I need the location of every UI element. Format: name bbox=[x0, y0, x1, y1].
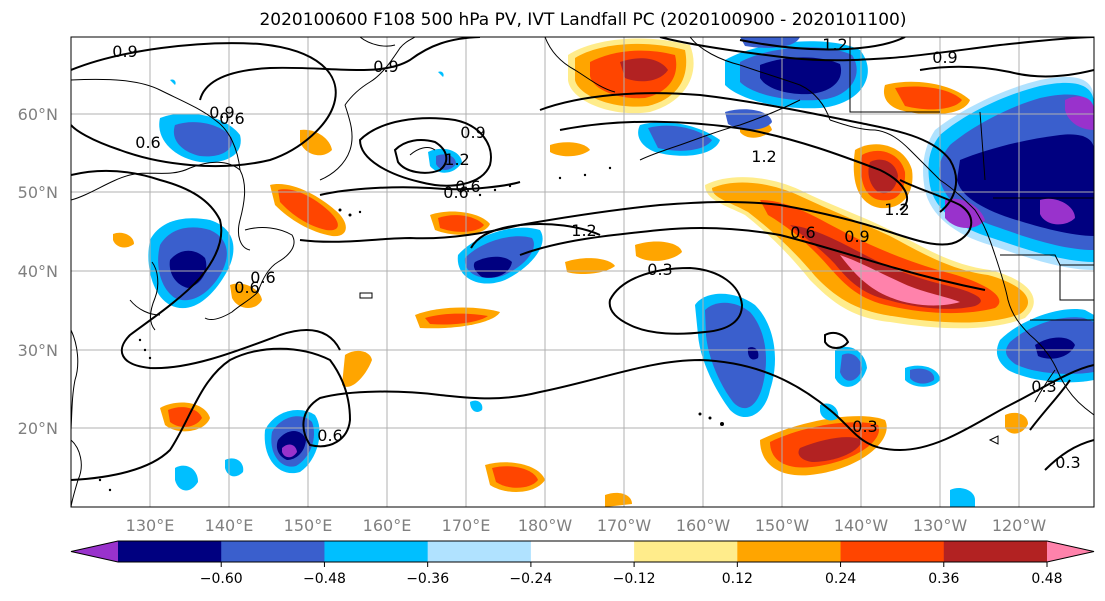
colorbar-tick-label: 0.36 bbox=[928, 571, 959, 587]
colorbar-tick-label: −0.12 bbox=[613, 571, 656, 587]
lat-label: 30°N bbox=[18, 341, 58, 360]
colorbar: −0.60 −0.48 −0.36 −0.24 −0.12 0.12 0.24 0.36 0.4… bbox=[70, 540, 1095, 587]
contour-label: 0.3 bbox=[1031, 377, 1056, 396]
latitude-labels: 60°N 50°N 40°N 30°N 20°N bbox=[18, 105, 58, 438]
contour-label: 0.9 bbox=[932, 48, 957, 67]
contour-label: 0.6 bbox=[135, 133, 160, 152]
contour-labels: 0.9 0.9 1.2 0.9 0.9 0.6 1.2 0.9 1.2 0.6 … bbox=[112, 35, 1080, 472]
colorbar-swatch bbox=[324, 541, 429, 562]
contour-label: 0.6 bbox=[317, 426, 342, 445]
lat-label: 60°N bbox=[18, 105, 58, 124]
contour-label: 1.2 bbox=[822, 35, 847, 54]
contour-label: 0.9 bbox=[112, 42, 137, 61]
contour-label: 0.6 bbox=[219, 109, 244, 128]
contour-label: 0.6 bbox=[790, 223, 815, 242]
graticule bbox=[71, 37, 1094, 507]
contour-label: 0.9 bbox=[373, 57, 398, 76]
colorbar-tick-label: −0.48 bbox=[303, 571, 346, 587]
contour-label: 0.9 bbox=[844, 227, 869, 246]
map-title: 2020100600 F108 500 hPa PV, IVT Landfall… bbox=[259, 10, 906, 30]
lon-label: 140°E bbox=[205, 516, 254, 535]
colorbar-swatch bbox=[737, 541, 842, 562]
lat-label: 20°N bbox=[18, 419, 58, 438]
lon-label: 150°E bbox=[284, 516, 333, 535]
colorbar-tick-label: −0.36 bbox=[406, 571, 449, 587]
colorbar-swatch bbox=[634, 541, 738, 562]
colorbar-outline bbox=[70, 540, 1095, 563]
colorbar-tick-label: −0.24 bbox=[509, 571, 552, 587]
colorbar-tick-label: −0.60 bbox=[200, 571, 243, 587]
colorbar-swatch bbox=[943, 541, 1048, 562]
contour-label: 0.9 bbox=[460, 123, 485, 142]
colorbar-swatch bbox=[427, 541, 532, 562]
colorbar-tick-label: 0.48 bbox=[1031, 571, 1062, 587]
contour-label: 0.3 bbox=[852, 417, 877, 436]
lon-label: 180°W bbox=[518, 516, 573, 535]
colorbar-swatch bbox=[530, 541, 635, 562]
lon-label: 160°W bbox=[676, 516, 731, 535]
colorbar-tick-label: 0.12 bbox=[722, 571, 753, 587]
lon-label: 130°E bbox=[126, 516, 175, 535]
colorbar-extend-min bbox=[71, 541, 118, 562]
contour-label: 0.6 bbox=[443, 183, 468, 202]
contour-label: 1.2 bbox=[444, 150, 469, 169]
lat-label: 40°N bbox=[18, 262, 58, 281]
lon-label: 170°E bbox=[442, 516, 491, 535]
colorbar-swatch bbox=[118, 541, 222, 562]
coastlines bbox=[71, 37, 1094, 507]
colorbar-extend-max bbox=[1047, 541, 1094, 562]
contour-label: 0.3 bbox=[1055, 453, 1080, 472]
lon-label: 170°W bbox=[597, 516, 652, 535]
contour-label: 0.3 bbox=[647, 260, 672, 279]
lon-label: 140°W bbox=[834, 516, 889, 535]
map-panel: 0.9 0.9 1.2 0.9 0.9 0.6 1.2 0.9 1.2 0.6 … bbox=[71, 35, 1094, 507]
colorbar-swatch bbox=[221, 541, 325, 562]
contour-label: 0.6 bbox=[455, 177, 480, 196]
lon-label: 160°E bbox=[363, 516, 412, 535]
contour-label: 0.6 bbox=[234, 278, 259, 297]
island-chain bbox=[98, 166, 724, 492]
colorbar-tick-label: 0.24 bbox=[825, 571, 856, 587]
colorbar-swatch bbox=[840, 541, 945, 562]
lon-label: 150°W bbox=[755, 516, 810, 535]
lat-label: 50°N bbox=[18, 183, 58, 202]
contour-label: 1.2 bbox=[571, 221, 596, 240]
map-frame bbox=[70, 36, 1095, 508]
contour-label: 1.2 bbox=[751, 147, 776, 166]
lon-label: 120°W bbox=[992, 516, 1047, 535]
contour-label: 0.9 bbox=[209, 103, 234, 122]
lon-label: 130°W bbox=[913, 516, 968, 535]
contour-label: 1.2 bbox=[884, 200, 909, 219]
pv-contours bbox=[71, 37, 1094, 481]
longitude-labels: 130°E 140°E 150°E 160°E 170°E 180°W 170°… bbox=[126, 516, 1047, 535]
contour-label: 0.6 bbox=[250, 268, 275, 287]
